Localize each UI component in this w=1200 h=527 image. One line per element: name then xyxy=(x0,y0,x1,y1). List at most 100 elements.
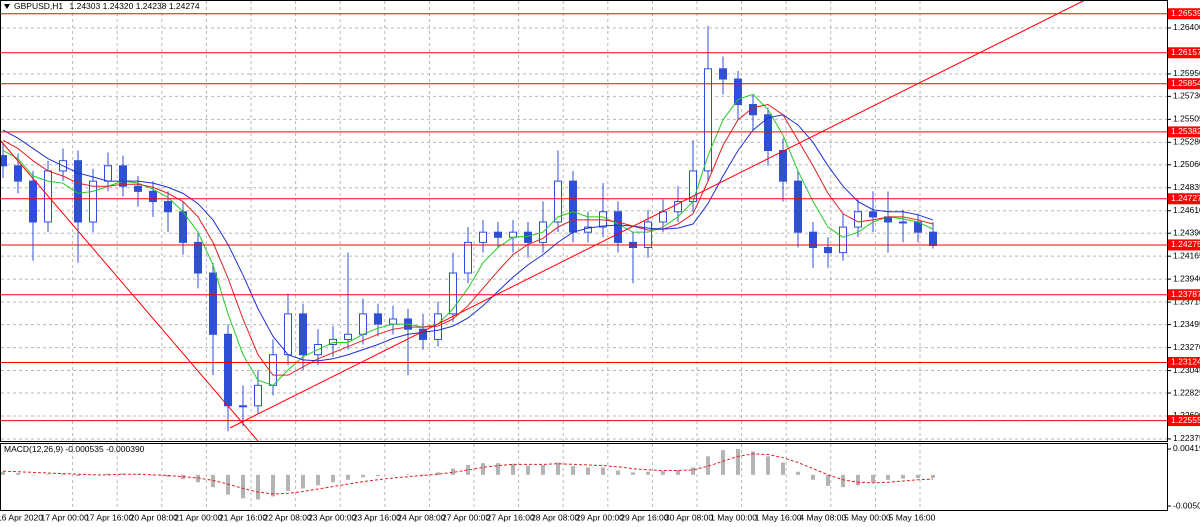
candle-body xyxy=(719,68,727,80)
candle-body xyxy=(179,211,187,243)
macd-bar xyxy=(556,462,560,475)
macd-bar xyxy=(826,474,830,486)
candle-body xyxy=(89,180,97,223)
macd-bar xyxy=(1,471,5,475)
x-tick-label: 1 May 00:00 xyxy=(710,512,757,522)
macd-bar xyxy=(916,474,920,478)
x-tick-label: 30 Apr 08:00 xyxy=(665,512,713,522)
candle-body xyxy=(839,226,847,254)
macd-bar xyxy=(451,468,455,475)
candle-body xyxy=(764,114,772,151)
level-label-box xyxy=(1168,356,1200,368)
level-label-box xyxy=(1168,78,1200,90)
candle-body xyxy=(254,384,262,407)
candle-body xyxy=(869,211,877,218)
candle-body xyxy=(419,328,427,340)
y-tick-label: 1.26400 xyxy=(1173,22,1200,32)
y-tick-label: 1.25950 xyxy=(1173,68,1200,78)
main-panel-border xyxy=(0,0,1168,442)
candle-body xyxy=(284,313,292,356)
macd-bar xyxy=(766,456,770,475)
macd-bar xyxy=(886,474,890,480)
macd-bar xyxy=(931,474,935,478)
moving-average xyxy=(2,93,934,386)
candle-body xyxy=(239,405,247,408)
candle-body xyxy=(899,221,907,224)
macd-bar xyxy=(541,464,545,475)
candle-body xyxy=(584,226,592,233)
candle-body xyxy=(704,68,712,172)
macd-bar xyxy=(61,473,65,475)
y-tick-label: -0.00506 xyxy=(1173,500,1200,510)
y-tick-label: 1.25730 xyxy=(1173,91,1200,101)
candle-body xyxy=(854,211,862,228)
macd-bar xyxy=(436,472,440,475)
x-tick-label: 17 Apr 00:00 xyxy=(40,512,88,522)
candle-body xyxy=(644,221,652,248)
x-tick-label: 4 May 08:00 xyxy=(799,512,846,522)
x-tick-label: 27 Apr 16:00 xyxy=(486,512,534,522)
x-tick-label: 23 Apr 16:00 xyxy=(353,512,401,522)
level-label-box xyxy=(1168,239,1200,251)
macd-bar xyxy=(271,474,275,497)
y-tick-label: 1.23270 xyxy=(1173,342,1200,352)
x-tick-label: 29 Apr 16:00 xyxy=(620,512,668,522)
macd-bar xyxy=(901,474,905,479)
candle-body xyxy=(104,165,112,182)
level-label-box xyxy=(1168,415,1200,427)
level-label: 1.26539 xyxy=(1171,8,1200,18)
y-tick-label: 1.24835 xyxy=(1173,182,1200,192)
macd-bar xyxy=(661,471,665,475)
candle-body xyxy=(794,180,802,233)
macd-bar xyxy=(106,473,110,475)
candle-body xyxy=(734,78,742,106)
macd-bar xyxy=(676,469,680,475)
x-tick-label: 5 May 00:00 xyxy=(844,512,891,522)
quote: 1.24320 xyxy=(103,1,134,11)
y-tick-label: 1.24390 xyxy=(1173,227,1200,237)
macd-bar xyxy=(331,474,335,483)
macd-bar xyxy=(301,474,305,489)
x-tick-label: 22 Apr 08:00 xyxy=(263,512,311,522)
candle-body xyxy=(164,201,172,213)
macd-bar xyxy=(496,463,500,475)
level-label: 1.24275 xyxy=(1171,239,1200,249)
y-tick-label: 1.24610 xyxy=(1173,205,1200,215)
candle-body xyxy=(479,231,487,243)
y-tick-label: 1.23495 xyxy=(1173,319,1200,329)
candle-body xyxy=(614,211,622,243)
indicator-name: MACD(12,26,9) xyxy=(4,444,63,454)
x-tick-label: 16 Apr 2020 xyxy=(0,512,43,522)
candle-body xyxy=(14,165,22,182)
macd-bar xyxy=(616,470,620,475)
candle-body xyxy=(374,313,382,325)
candle-body xyxy=(659,211,667,223)
candle-body xyxy=(494,231,502,238)
candle-body xyxy=(269,354,277,386)
candle-body xyxy=(149,190,157,203)
macd-bar xyxy=(421,474,425,475)
macd-bar xyxy=(316,474,320,486)
macd-bar xyxy=(691,467,695,475)
level-label: 1.24727 xyxy=(1171,193,1200,203)
candle-body xyxy=(0,155,7,167)
macd-bar xyxy=(856,474,860,486)
macd-bar xyxy=(586,467,590,475)
x-tick-label: 21 Apr 16:00 xyxy=(219,512,267,522)
macd-bar xyxy=(16,472,20,475)
macd-bar xyxy=(196,474,200,483)
macd-bar xyxy=(406,474,410,475)
level-label: 1.23787 xyxy=(1171,289,1200,299)
macd-bar xyxy=(526,465,530,475)
macd-bar xyxy=(241,474,245,499)
macd-bar xyxy=(736,448,740,475)
moving-average xyxy=(2,114,934,362)
symbol: GBPUSD,H1 xyxy=(14,1,63,11)
quote: 1.24238 xyxy=(136,1,167,11)
level-label: 1.26157 xyxy=(1171,47,1200,57)
menu-icon[interactable] xyxy=(4,4,10,9)
macd-bar xyxy=(376,474,380,477)
candle-body xyxy=(449,272,457,315)
